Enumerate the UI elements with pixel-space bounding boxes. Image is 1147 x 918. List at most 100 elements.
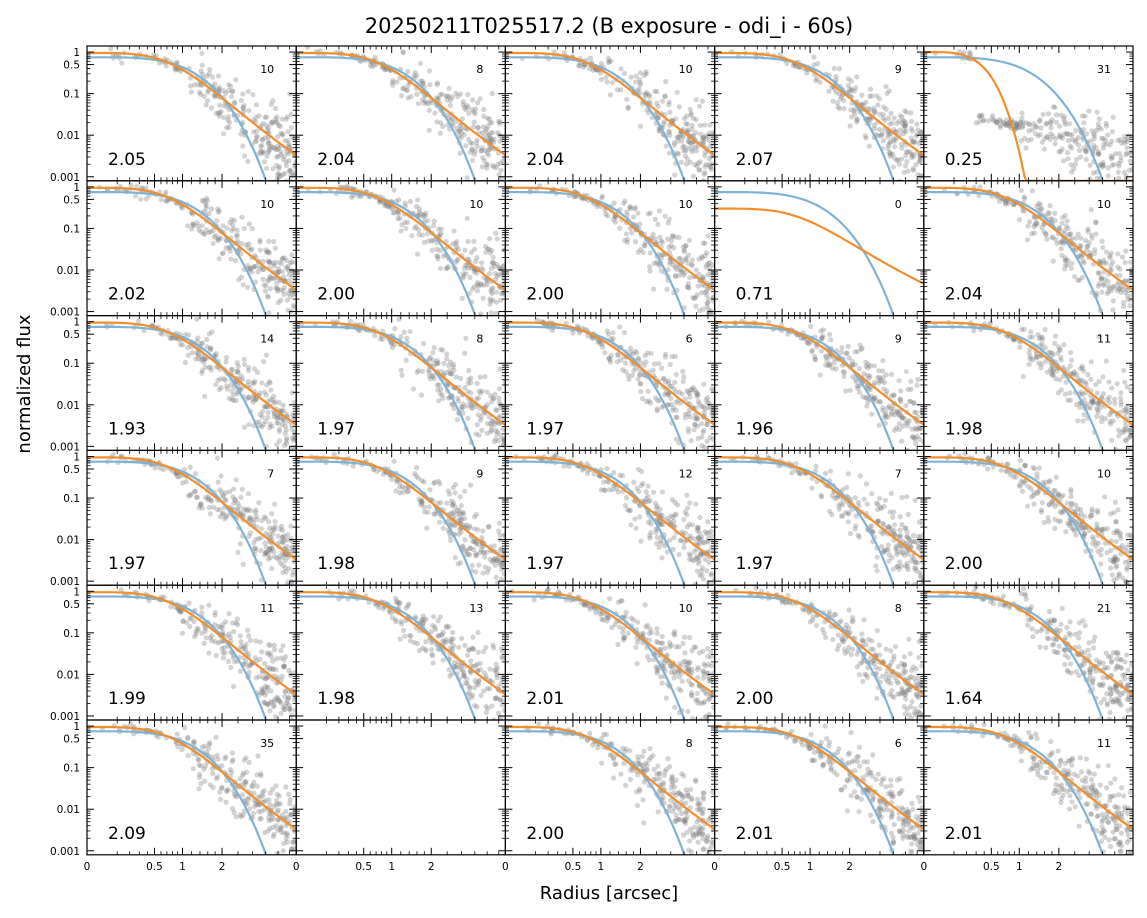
profile-point bbox=[276, 268, 282, 274]
profile-point bbox=[913, 133, 920, 139]
profile-point bbox=[404, 335, 410, 341]
profile-point bbox=[291, 437, 297, 443]
profile-point bbox=[703, 288, 710, 294]
profile-point bbox=[1032, 123, 1039, 130]
profile-point bbox=[658, 238, 665, 244]
profile-point bbox=[685, 281, 691, 287]
profile-point bbox=[208, 229, 214, 235]
y-tick-label: 0.5 bbox=[63, 194, 80, 206]
profile-point bbox=[468, 390, 474, 396]
profile-point bbox=[431, 218, 437, 224]
y-tick-label: 0.1 bbox=[63, 223, 80, 235]
profile-point bbox=[1052, 210, 1058, 216]
profile-point bbox=[872, 395, 878, 401]
profile-point bbox=[282, 430, 288, 437]
profile-point bbox=[252, 397, 259, 403]
profile-point bbox=[915, 376, 921, 383]
profile-point bbox=[260, 150, 266, 156]
profile-point bbox=[199, 340, 205, 346]
profile-point bbox=[912, 139, 918, 145]
profile-point bbox=[887, 150, 893, 156]
profile-point bbox=[228, 367, 234, 373]
profile-point bbox=[1100, 136, 1107, 142]
profile-point bbox=[226, 119, 233, 126]
profile-point bbox=[275, 288, 281, 294]
profile-point bbox=[681, 374, 687, 380]
profile-point bbox=[446, 362, 452, 368]
profile-point bbox=[814, 76, 820, 82]
profile-point bbox=[485, 162, 491, 168]
profile-point bbox=[1122, 137, 1128, 143]
profile-point bbox=[496, 438, 502, 444]
profile-point bbox=[283, 440, 290, 446]
profile-point bbox=[467, 140, 474, 146]
profile-point bbox=[664, 236, 671, 242]
profile-point bbox=[641, 362, 648, 368]
profile-point bbox=[389, 341, 395, 347]
profile-point bbox=[459, 403, 465, 410]
profile-point bbox=[917, 154, 923, 160]
profile-point bbox=[486, 270, 493, 277]
profile-point bbox=[479, 260, 485, 266]
profile-point bbox=[852, 349, 858, 355]
profile-point bbox=[400, 49, 406, 55]
profile-point bbox=[898, 388, 904, 394]
profile-point bbox=[415, 197, 421, 203]
profile-point bbox=[687, 275, 693, 281]
profile-point bbox=[1041, 146, 1048, 152]
profile-point bbox=[274, 176, 280, 181]
profile-point bbox=[1049, 117, 1055, 123]
profile-point bbox=[195, 355, 202, 362]
profile-point bbox=[245, 88, 251, 95]
profile-point bbox=[288, 125, 295, 131]
profile-point bbox=[707, 130, 713, 136]
profile-point bbox=[247, 265, 253, 272]
profile-point bbox=[489, 260, 495, 266]
profile-point bbox=[1084, 131, 1090, 137]
profile-point bbox=[488, 428, 494, 435]
profile-point bbox=[240, 143, 246, 149]
profile-point bbox=[640, 249, 646, 256]
profile-point bbox=[483, 249, 489, 255]
profile-point bbox=[434, 358, 440, 364]
profile-point bbox=[994, 119, 1000, 125]
profile-point bbox=[848, 78, 854, 84]
profile-point bbox=[900, 118, 907, 124]
profile-point bbox=[1056, 149, 1062, 155]
profile-point bbox=[246, 421, 252, 428]
profile-point bbox=[264, 114, 270, 120]
profile-point bbox=[883, 372, 889, 378]
profile-point bbox=[199, 370, 205, 376]
profile-point bbox=[276, 438, 283, 444]
profile-point bbox=[1125, 296, 1131, 302]
profile-point bbox=[1093, 127, 1099, 134]
fwhm-label: 1.97 bbox=[317, 419, 355, 439]
profile-point bbox=[1119, 140, 1125, 146]
profile-point bbox=[261, 149, 267, 155]
profile-point bbox=[650, 286, 657, 292]
profile-point bbox=[691, 295, 697, 301]
profile-point bbox=[249, 269, 255, 275]
profile-point bbox=[204, 73, 210, 79]
profile-point bbox=[699, 282, 705, 288]
profile-point bbox=[700, 135, 706, 141]
profile-point bbox=[280, 156, 286, 162]
profile-point bbox=[1002, 121, 1008, 128]
profile-point bbox=[347, 318, 354, 324]
profile-point bbox=[1002, 201, 1009, 207]
profile-point bbox=[885, 145, 891, 151]
profile-point bbox=[888, 152, 894, 158]
profile-point bbox=[710, 130, 715, 136]
profile-point bbox=[278, 297, 284, 303]
profile-point bbox=[241, 103, 247, 109]
model-fit-line bbox=[714, 51, 924, 157]
profile-point bbox=[909, 151, 915, 157]
profile-point bbox=[266, 277, 272, 283]
profile-point bbox=[680, 378, 686, 385]
profile-point bbox=[908, 125, 914, 131]
profile-point bbox=[659, 365, 665, 371]
profile-point bbox=[702, 153, 708, 159]
profile-point bbox=[414, 251, 421, 257]
profile-point bbox=[1047, 216, 1054, 222]
profile-point bbox=[677, 131, 683, 137]
